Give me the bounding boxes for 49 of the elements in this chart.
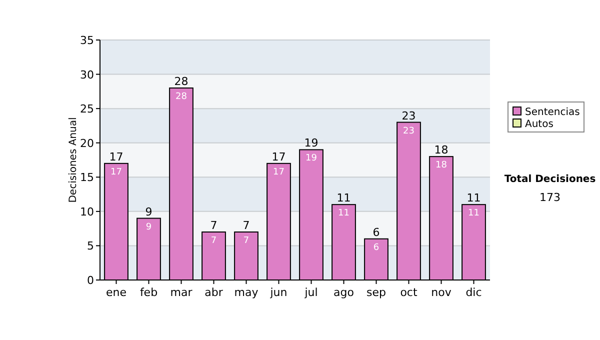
y-tick-label: 35 xyxy=(80,34,94,47)
x-tick-label: jun xyxy=(269,286,288,299)
total-label: 7 xyxy=(210,219,218,232)
data-label: 7 xyxy=(243,236,250,246)
data-label: 9 xyxy=(146,222,152,232)
data-label: 28 xyxy=(176,92,188,102)
total-label: 7 xyxy=(242,219,250,232)
data-label: 6 xyxy=(373,242,380,253)
data-label: 19 xyxy=(306,154,318,164)
data-label: 17 xyxy=(273,167,284,178)
total-label: 17 xyxy=(272,150,286,164)
x-tick-label: jul xyxy=(304,286,318,299)
total-label: 17 xyxy=(109,150,124,164)
y-tick-label: 10 xyxy=(80,205,94,218)
total-label: 18 xyxy=(434,144,448,157)
x-tick-label: may xyxy=(234,286,259,299)
y-tick-label: 30 xyxy=(80,68,94,82)
total-label: 23 xyxy=(402,109,416,122)
x-tick-label: mar xyxy=(170,286,193,299)
legend-label: Sentencias xyxy=(525,107,580,118)
data-label: 11 xyxy=(468,208,480,219)
x-tick-label: oct xyxy=(400,286,418,299)
total-label: 19 xyxy=(304,136,318,150)
total-label: 6 xyxy=(372,226,380,239)
x-tick-label: ago xyxy=(334,286,354,299)
y-tick-label: 15 xyxy=(80,171,94,184)
y-tick-label: 0 xyxy=(87,274,94,287)
text: Total Decisiones xyxy=(504,174,596,185)
legend-label: Autos xyxy=(525,119,554,130)
y-tick-label: 5 xyxy=(87,240,94,253)
x-tick-label: dic xyxy=(466,286,482,299)
y-tick-label: 20 xyxy=(80,136,94,150)
y-tick-label: 25 xyxy=(80,102,94,116)
total-label: 11 xyxy=(336,192,351,205)
x-tick-label: feb xyxy=(140,286,158,299)
data-label: 23 xyxy=(403,126,414,136)
data-label: 17 xyxy=(110,167,122,178)
y-axis-title: Decisiones Anual xyxy=(68,117,79,203)
x-tick-label: sep xyxy=(366,286,386,299)
data-label: 11 xyxy=(338,208,350,219)
x-tick-label: abr xyxy=(204,286,224,299)
data-label: 18 xyxy=(436,160,448,171)
x-tick-label: nov xyxy=(431,286,452,299)
total-label: 9 xyxy=(145,205,152,218)
x-tick-label: ene xyxy=(106,286,127,299)
text: 173 xyxy=(540,191,560,204)
total-label: 28 xyxy=(174,75,188,88)
total-label: 11 xyxy=(466,192,481,205)
data-label: 7 xyxy=(210,236,217,246)
